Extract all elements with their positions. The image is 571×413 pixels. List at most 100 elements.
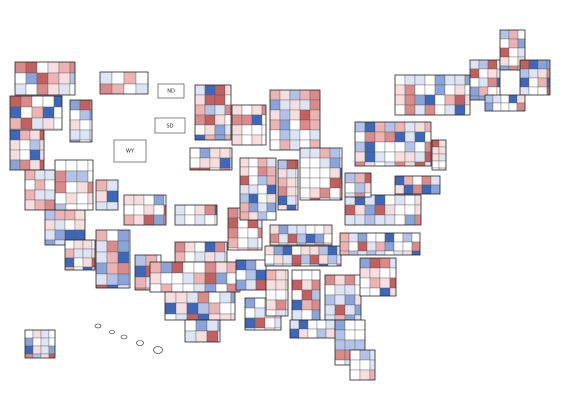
district — [54, 170, 67, 183]
district — [379, 277, 391, 289]
district — [286, 159, 297, 170]
district — [334, 304, 346, 316]
state — [469, 59, 501, 101]
state-outline — [269, 224, 333, 246]
district — [324, 304, 336, 316]
district — [384, 232, 395, 243]
district — [344, 204, 356, 216]
district — [344, 284, 356, 296]
state — [239, 157, 277, 221]
district — [20, 117, 33, 130]
district — [354, 339, 366, 351]
state-outline — [484, 94, 526, 112]
district — [434, 84, 446, 96]
island — [153, 346, 163, 354]
district — [106, 251, 119, 264]
district — [204, 272, 217, 285]
district — [123, 71, 137, 85]
district — [537, 59, 548, 70]
district — [364, 182, 372, 194]
district — [414, 84, 426, 96]
district — [291, 289, 303, 301]
district — [508, 38, 519, 49]
district — [508, 94, 518, 104]
district — [404, 151, 416, 163]
district — [277, 159, 288, 170]
district — [414, 214, 422, 226]
district — [354, 304, 362, 316]
district — [29, 139, 41, 151]
district — [69, 99, 81, 111]
district — [394, 94, 406, 106]
district — [402, 241, 413, 252]
district — [123, 83, 137, 95]
district — [65, 181, 78, 194]
district — [339, 241, 350, 252]
state-outline — [174, 204, 218, 226]
district — [149, 261, 162, 274]
district — [247, 227, 259, 239]
district — [186, 313, 199, 321]
district — [69, 72, 76, 85]
district — [334, 339, 346, 351]
district — [230, 291, 236, 304]
district — [492, 94, 502, 104]
district — [95, 229, 108, 242]
district — [499, 56, 510, 67]
district — [359, 267, 371, 279]
district — [546, 59, 551, 70]
district — [47, 72, 60, 85]
district — [184, 214, 196, 226]
district — [278, 233, 289, 244]
district — [269, 224, 280, 235]
district — [359, 369, 371, 381]
district — [24, 189, 36, 201]
district — [327, 245, 338, 256]
district — [227, 237, 239, 249]
district — [19, 149, 31, 161]
district — [546, 86, 551, 96]
state-outline — [99, 71, 149, 95]
district — [434, 94, 446, 106]
district — [255, 269, 267, 281]
district — [199, 147, 211, 159]
district — [299, 99, 311, 111]
district — [245, 259, 257, 271]
state — [265, 269, 289, 317]
district — [309, 109, 321, 121]
district — [434, 74, 446, 86]
district — [235, 259, 247, 271]
district — [369, 369, 376, 381]
district — [298, 319, 309, 330]
district — [53, 95, 63, 108]
district — [369, 267, 381, 279]
district — [414, 204, 422, 216]
district — [299, 157, 311, 169]
district — [500, 94, 510, 104]
state — [344, 172, 372, 198]
state-wy — [113, 139, 147, 163]
district — [354, 314, 362, 321]
district — [389, 287, 397, 297]
district — [74, 219, 86, 231]
district — [74, 229, 86, 241]
district — [299, 129, 311, 141]
district — [487, 77, 498, 88]
district — [517, 38, 526, 49]
district — [44, 239, 56, 246]
district — [117, 273, 130, 286]
district — [204, 283, 217, 293]
state-sd — [154, 117, 186, 134]
district — [289, 328, 300, 339]
district — [314, 233, 325, 244]
district — [519, 59, 530, 70]
district — [508, 56, 519, 67]
state-outline — [264, 245, 342, 267]
district — [117, 284, 130, 289]
district — [65, 159, 78, 172]
state — [339, 232, 421, 256]
state-outline — [184, 319, 221, 343]
district — [9, 95, 22, 108]
district — [289, 139, 301, 151]
district — [106, 179, 119, 192]
